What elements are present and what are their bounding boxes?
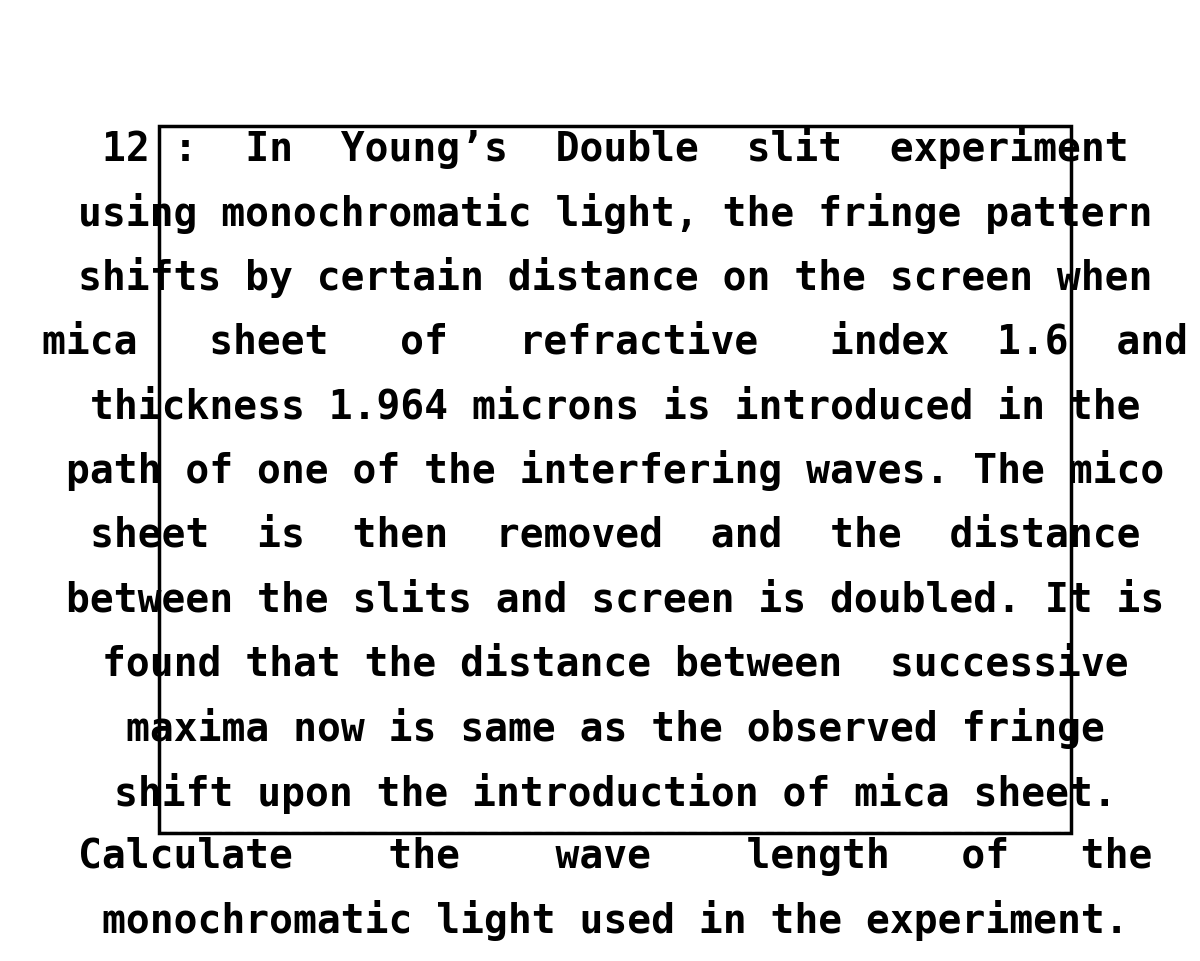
Text: path of one of the interfering waves. The mico: path of one of the interfering waves. Th…	[66, 450, 1164, 491]
Text: Calculate    the    wave    length   of   the: Calculate the wave length of the	[78, 836, 1152, 875]
Text: monochromatic light used in the experiment.: monochromatic light used in the experime…	[102, 899, 1128, 940]
Text: using monochromatic light, the fringe pattern: using monochromatic light, the fringe pa…	[78, 192, 1152, 234]
Text: found that the distance between  successive: found that the distance between successi…	[102, 644, 1128, 683]
Text: thickness 1.964 microns is introduced in the: thickness 1.964 microns is introduced in…	[90, 386, 1140, 426]
Text: shift upon the introduction of mica sheet.: shift upon the introduction of mica shee…	[114, 772, 1116, 813]
Text: 12 :  In  Young’s  Double  slit  experiment: 12 : In Young’s Double slit experiment	[102, 128, 1128, 169]
Text: mica   sheet   of   refractive   index  1.6  and: mica sheet of refractive index 1.6 and	[42, 322, 1188, 361]
Text: between the slits and screen is doubled. It is: between the slits and screen is doubled.…	[66, 579, 1164, 619]
Text: maxima now is same as the observed fringe: maxima now is same as the observed fring…	[126, 707, 1104, 749]
Text: sheet  is  then  removed  and  the  distance: sheet is then removed and the distance	[90, 515, 1140, 554]
Text: shifts by certain distance on the screen when: shifts by certain distance on the screen…	[78, 257, 1152, 298]
